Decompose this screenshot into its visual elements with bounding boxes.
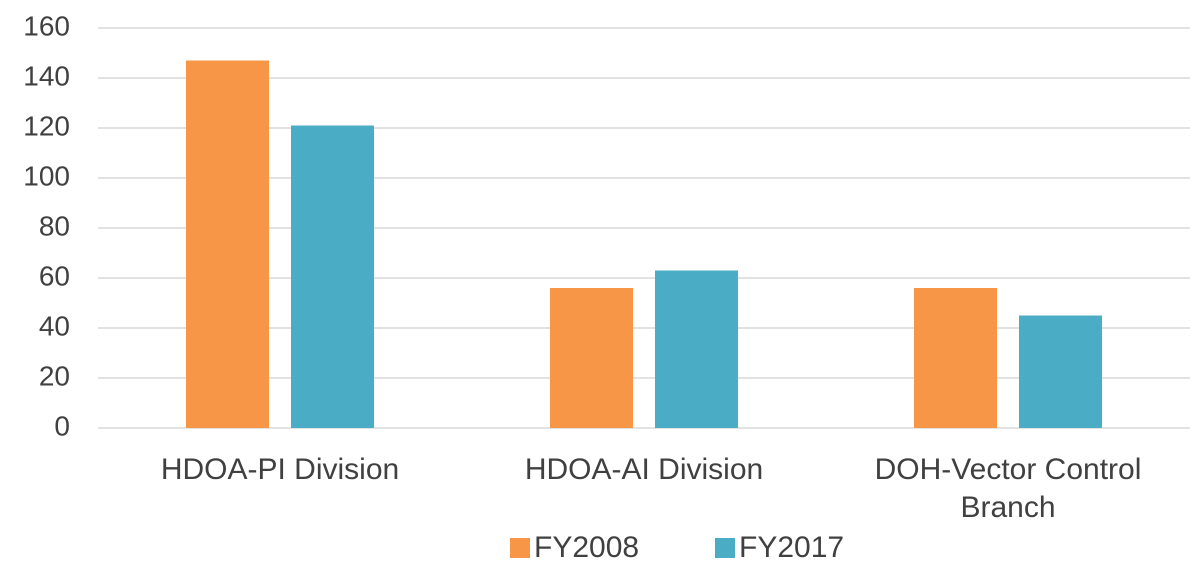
legend-swatch: [715, 538, 735, 558]
bar: [1019, 315, 1102, 428]
y-tick-label: 60: [39, 260, 70, 291]
legend-label: FY2017: [739, 531, 844, 561]
y-tick-label: 80: [39, 210, 70, 241]
legend-label: FY2008: [534, 531, 639, 561]
y-tick-label: 140: [23, 60, 70, 91]
bar: [186, 60, 269, 428]
y-tick-label: 100: [23, 160, 70, 191]
x-tick-label: DOH-Vector Control Branch: [874, 453, 1142, 524]
y-tick-label: 40: [39, 310, 70, 341]
bar: [914, 288, 997, 428]
x-tick-label: HDOA-AI Division: [524, 453, 764, 486]
y-tick-label: 120: [23, 110, 70, 141]
bar: [550, 288, 633, 428]
y-tick-label: 20: [39, 360, 70, 391]
legend-swatch: [510, 538, 530, 558]
bar: [291, 125, 374, 428]
bar: [655, 270, 738, 428]
x-tick-label: HDOA-PI Division: [160, 453, 400, 486]
y-tick-label: 160: [23, 10, 70, 41]
y-tick-label: 0: [54, 410, 70, 441]
